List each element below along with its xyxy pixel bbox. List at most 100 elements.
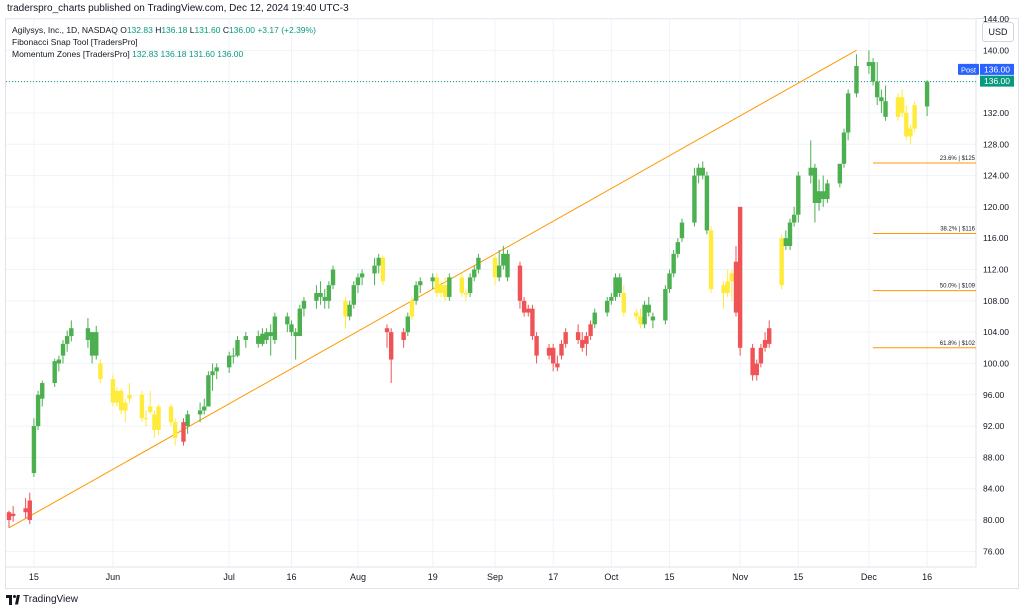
momentum-legend-row[interactable]: Momentum Zones [TradersPro] 132.83 136.1… — [12, 48, 316, 60]
price-badge-label: 136.00 — [984, 76, 1010, 86]
y-tick-label: 128.00 — [983, 139, 1009, 149]
candle-body — [496, 265, 502, 278]
candle-body — [172, 422, 178, 438]
candle-body — [875, 81, 880, 98]
x-tick-label: Dec — [861, 572, 878, 582]
candle-body — [31, 426, 37, 474]
x-tick-label: 15 — [29, 572, 39, 582]
y-tick-label: 120.00 — [983, 202, 1009, 212]
x-tick-label: Oct — [604, 572, 619, 582]
candle-body — [908, 128, 913, 137]
candle-body — [492, 257, 498, 278]
price-badge — [980, 63, 1014, 75]
candle-body — [783, 238, 789, 247]
currency-button[interactable]: USD — [982, 22, 1014, 42]
price-badge-label: 136.00 — [984, 64, 1010, 74]
candle-body — [64, 336, 70, 344]
close-value: 136.00 — [228, 25, 255, 35]
candle-body — [318, 293, 323, 297]
y-tick-label: 84.00 — [983, 484, 1005, 494]
candle-body — [621, 293, 627, 313]
candle-body — [231, 355, 236, 357]
candle-body — [293, 332, 298, 337]
candle-body — [534, 336, 539, 356]
candle-body — [733, 261, 739, 313]
candle-body — [343, 300, 348, 317]
candle-body — [575, 332, 581, 340]
candle-body — [110, 379, 116, 403]
candle-body — [476, 257, 481, 270]
candle-body — [418, 281, 423, 286]
fib-level-label: 61.8% | $102 — [940, 341, 976, 347]
candle-body — [501, 253, 506, 266]
candle-body — [550, 347, 556, 364]
candle-body — [202, 406, 207, 411]
tradingview-brand[interactable]: TradingView — [6, 594, 78, 605]
candle-body — [816, 191, 822, 203]
candle-body — [646, 304, 651, 313]
candle-body — [663, 289, 668, 321]
candle-body — [546, 347, 552, 356]
y-tick-label: 116.00 — [983, 233, 1009, 243]
candle-body — [330, 269, 336, 286]
publish-info-bar: traderspro_charts published on TradingVi… — [0, 0, 1024, 18]
candle-body — [559, 343, 564, 356]
high-value: 136.18 — [161, 25, 188, 35]
candle-body — [750, 347, 755, 376]
candle-body — [409, 300, 415, 317]
y-tick-label: 112.00 — [983, 265, 1009, 275]
candle-body — [384, 328, 390, 333]
symbol-legend-row[interactable]: Agilysys, Inc., 1D, NASDAQ O132.83 H136.… — [12, 24, 316, 36]
candle-body — [89, 332, 95, 356]
candle-body — [123, 402, 128, 411]
candle-body — [671, 253, 676, 274]
candle-body — [866, 62, 872, 66]
candle-body — [825, 183, 830, 200]
price-badge — [980, 75, 1014, 87]
candle-body — [226, 355, 232, 368]
fib-level-label: 38.2% | $116 — [940, 227, 975, 233]
candle-body — [463, 293, 469, 295]
candle-body — [696, 167, 701, 176]
candle-body — [812, 167, 818, 203]
candle-body — [272, 316, 278, 340]
candle-body — [837, 163, 843, 184]
x-tick-label: 16 — [286, 572, 296, 582]
y-tick-label: 108.00 — [983, 296, 1009, 306]
close-label: C — [222, 25, 229, 35]
x-tick-label: 15 — [793, 572, 803, 582]
fib-tool-legend-row[interactable]: Fibonacci Snap Tool [TradersPro] — [12, 36, 316, 48]
y-tick-label: 140.00 — [983, 45, 1009, 55]
candle-body — [260, 333, 265, 344]
candle-body — [517, 265, 523, 301]
candle-body — [430, 277, 435, 282]
candle-body — [434, 277, 440, 293]
candle-body — [754, 363, 759, 376]
y-tick-label: 104.00 — [983, 327, 1009, 337]
candle-body — [235, 339, 240, 356]
candle-body — [6, 512, 12, 521]
candle-body — [355, 277, 361, 286]
x-tick-label: Nov — [732, 572, 749, 582]
candle-body — [737, 206, 743, 348]
candle-body — [94, 332, 99, 356]
candle-body — [297, 308, 302, 337]
candle-body — [904, 112, 909, 137]
x-tick-label: Jul — [223, 572, 235, 582]
chart-legend: Agilysys, Inc., 1D, NASDAQ O132.83 H136.… — [12, 24, 316, 60]
candle-body — [148, 406, 153, 412]
candle-body — [729, 273, 735, 282]
candle-body — [413, 285, 419, 301]
candle-body — [372, 265, 377, 274]
y-tick-label: 100.00 — [983, 358, 1009, 368]
y-tick-label: 80.00 — [983, 515, 1005, 525]
candle-body — [638, 316, 643, 325]
footer: TradingView — [0, 589, 1024, 611]
candle-body — [667, 273, 672, 290]
candle-body — [152, 414, 157, 430]
change-value: +3.17 (+2.39%) — [257, 25, 316, 35]
candle-body — [883, 101, 888, 117]
candle-body — [380, 257, 386, 282]
candle-body — [924, 81, 930, 107]
